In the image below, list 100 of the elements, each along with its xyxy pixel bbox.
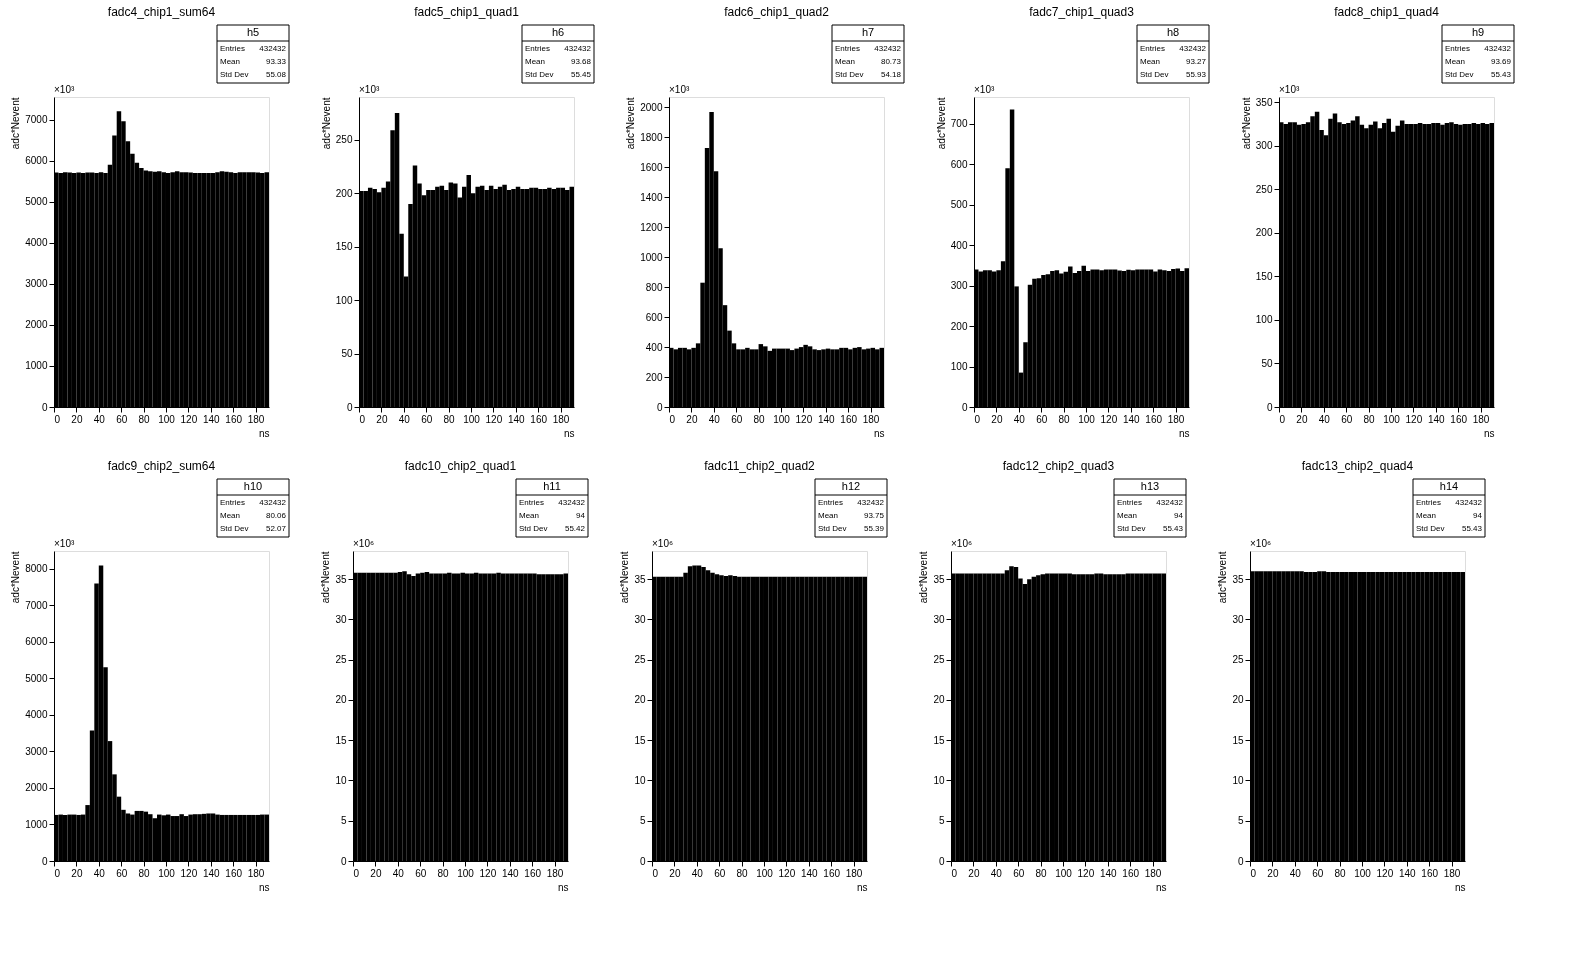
text: 432432 [1455, 498, 1483, 507]
y-tick-label: 15 [933, 734, 945, 746]
x-tick-label: 80 [1058, 413, 1071, 425]
y-tick-label: 20 [933, 694, 945, 706]
y-tick-label: 5000 [25, 196, 48, 208]
y-tick-label: 300 [1255, 140, 1273, 152]
x-tick-label: 80 [138, 413, 151, 425]
y-axis-title: adc*Nevent [320, 97, 332, 150]
x-tick-label: 180 [1472, 413, 1490, 425]
text: Mean [835, 57, 856, 66]
text: Mean [1117, 511, 1138, 520]
x-axis-title: ns [856, 881, 868, 893]
y-tick-label: 50 [1261, 357, 1273, 369]
y-tick-label: 150 [1255, 270, 1273, 282]
y-axis-title: adc*Nevent [10, 97, 22, 150]
x-axis-title: ns [1178, 427, 1190, 439]
text: h6 [551, 26, 565, 38]
text: Entries [220, 44, 245, 53]
y-tick-label: 35 [933, 573, 945, 585]
x-tick-label: 120 [778, 867, 796, 879]
y-tick-label: 8000 [25, 563, 48, 575]
y-tick-label: 0 [346, 401, 353, 413]
chart-title: fadc10_chip2_quad1 [404, 458, 517, 473]
text: Mean [1445, 57, 1466, 66]
x-tick-label: 40 [1318, 413, 1331, 425]
y-tick-label: 0 [656, 401, 663, 413]
y-tick-label: 50 [341, 348, 353, 360]
chart-title: fadc7_chip1_quad3 [1029, 4, 1135, 19]
x-tick-label: 160 [840, 413, 858, 425]
text: 93.75 [863, 511, 885, 520]
x-tick-label: 120 [180, 867, 198, 879]
text: h13 [1140, 480, 1160, 492]
y-axis-title: adc*Nevent [320, 551, 332, 604]
y-tick-label: 0 [41, 855, 48, 867]
x-tick-label: 140 [202, 413, 221, 425]
x-tick-label: 180 [247, 413, 265, 425]
x-tick-label: 20 [968, 867, 980, 879]
y-tick-label: 5 [639, 815, 646, 827]
text: h14 [1439, 480, 1459, 492]
x-tick-label: 20 [376, 413, 388, 425]
y-tick-label: 3000 [25, 278, 48, 290]
text: Std Dev [835, 70, 864, 79]
y-tick-label: 300 [950, 280, 968, 292]
x-tick-label: 140 [817, 413, 836, 425]
x-tick-label: 40 [93, 413, 106, 425]
x-tick-label: 160 [1145, 413, 1163, 425]
y-tick-label: 0 [1266, 401, 1273, 413]
y-tick-label: 25 [1232, 654, 1244, 666]
x-tick-label: 180 [552, 413, 570, 425]
x-tick-label: 100 [158, 413, 176, 425]
text: Std Dev [1416, 524, 1445, 533]
text: h9 [1471, 26, 1485, 38]
x-tick-label: 60 [1312, 867, 1324, 879]
y-tick-label: 25 [634, 654, 646, 666]
x-tick-label: 100 [756, 867, 774, 879]
x-tick-label: 100 [457, 867, 475, 879]
x-tick-label: 140 [501, 867, 520, 879]
y-tick-label: 0 [938, 855, 945, 867]
text: Std Dev [1117, 524, 1146, 533]
y-tick-label: 200 [645, 371, 663, 383]
x-tick-label: 140 [1427, 413, 1446, 425]
x-tick-label: 20 [370, 867, 382, 879]
text: 432432 [259, 44, 287, 53]
y-tick-label: 200 [950, 320, 968, 332]
x-tick-label: 60 [714, 867, 726, 879]
y-axis-title: adc*Nevent [1240, 97, 1252, 150]
text: 55.43 [1461, 524, 1483, 533]
y-tick-label: 10 [335, 774, 347, 786]
y-tick-label: 5 [340, 815, 347, 827]
text: h8 [1166, 26, 1180, 38]
y-tick-label: 2000 [640, 101, 663, 113]
x-axis-title: ns [563, 427, 575, 439]
y-tick-label: 15 [1232, 734, 1244, 746]
text: ×10³ [359, 84, 380, 95]
text: ×10⁶ [652, 538, 674, 549]
y-tick-label: 100 [1255, 314, 1273, 326]
text: Entries [1117, 498, 1142, 507]
y-tick-label: 250 [1255, 183, 1273, 195]
text: h7 [861, 26, 875, 38]
x-tick-label: 0 [669, 413, 676, 425]
x-tick-label: 40 [1289, 867, 1302, 879]
x-tick-label: 140 [507, 413, 526, 425]
y-tick-label: 0 [639, 855, 646, 867]
text: ×10⁶ [951, 538, 973, 549]
x-tick-label: 140 [1398, 867, 1417, 879]
text: 432432 [874, 44, 902, 53]
text: Entries [519, 498, 544, 507]
x-tick-label: 180 [546, 867, 564, 879]
x-tick-label: 60 [731, 413, 743, 425]
y-tick-label: 600 [645, 311, 663, 323]
x-tick-label: 60 [1341, 413, 1353, 425]
x-tick-label: 20 [991, 413, 1003, 425]
x-tick-label: 160 [225, 867, 243, 879]
y-tick-label: 0 [961, 401, 968, 413]
x-tick-label: 160 [823, 867, 841, 879]
x-tick-label: 100 [158, 867, 176, 879]
x-tick-label: 20 [669, 867, 681, 879]
text: 432432 [558, 498, 586, 507]
text: Mean [1416, 511, 1437, 520]
chart-title: fadc4_chip1_sum64 [107, 4, 216, 19]
